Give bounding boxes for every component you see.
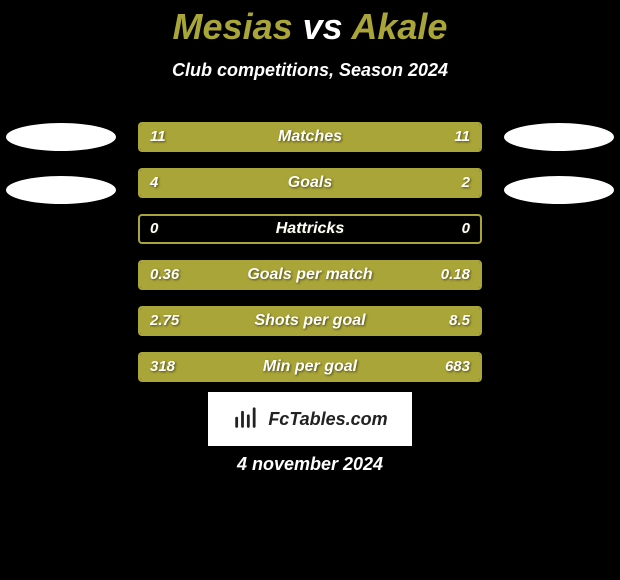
comparison-infographic: Mesias vs Akale Club competitions, Seaso…: [0, 0, 620, 580]
player1-portrait-placeholder: [6, 123, 116, 151]
source-badge: FcTables.com: [208, 392, 412, 446]
source-badge-text: FcTables.com: [268, 409, 387, 430]
stat-rows: 1111Matches42Goals00Hattricks0.360.18Goa…: [138, 122, 482, 398]
stat-value-right: 8.5: [439, 308, 480, 334]
stat-row: 318683Min per goal: [138, 352, 482, 382]
stat-row: 0.360.18Goals per match: [138, 260, 482, 290]
stat-value-left: 318: [140, 354, 185, 380]
date-text: 4 november 2024: [0, 454, 620, 475]
stat-value-left: 4: [140, 170, 168, 196]
stat-value-right: 0.18: [431, 262, 480, 288]
stat-value-right: 0: [452, 216, 480, 242]
stat-fill-left: [140, 170, 368, 196]
stat-value-left: 11: [140, 124, 176, 150]
stat-value-left: 2.75: [140, 308, 189, 334]
stat-value-left: 0: [140, 216, 168, 242]
stat-value-right: 11: [444, 124, 480, 150]
player2-portrait-placeholder: [504, 123, 614, 151]
stat-row: 2.758.5Shots per goal: [138, 306, 482, 336]
chart-icon: [232, 403, 260, 436]
stat-row: 0 0Hattricks: [138, 214, 482, 244]
vs-text: vs: [303, 6, 343, 47]
stat-row: 42Goals: [138, 168, 482, 198]
stat-row: 1111Matches: [138, 122, 482, 152]
player1-name: Mesias: [173, 6, 293, 47]
player1-portrait-placeholder: [6, 176, 116, 204]
subtitle: Club competitions, Season 2024: [0, 60, 620, 81]
player2-portrait-placeholder: [504, 176, 614, 204]
stat-value-left: 0.36: [140, 262, 189, 288]
page-title: Mesias vs Akale: [0, 0, 620, 48]
stat-value-right: 683: [435, 354, 480, 380]
player2-name: Akale: [351, 6, 447, 47]
stat-value-right: 2: [452, 170, 480, 196]
stat-label: Hattricks: [140, 216, 480, 242]
